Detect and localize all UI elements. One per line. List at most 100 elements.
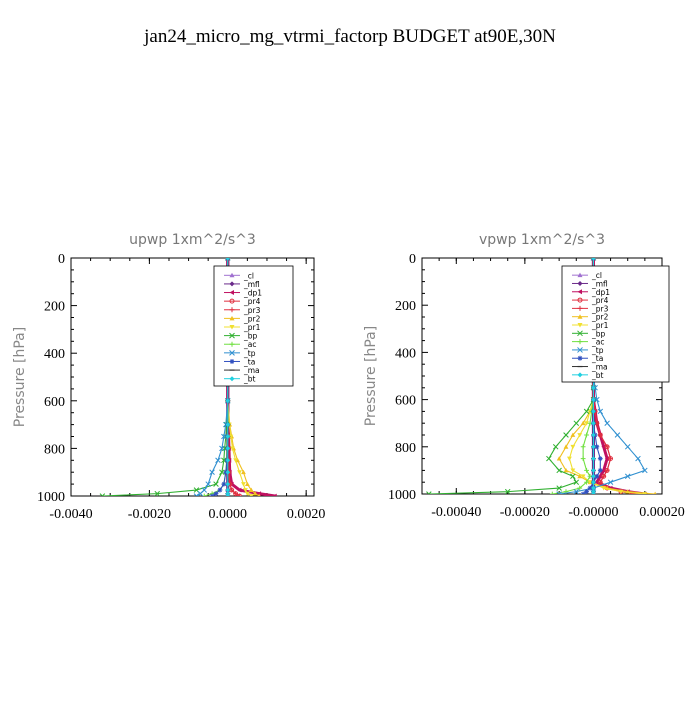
data-point (604, 420, 610, 426)
legend-label: _pr1 (243, 323, 261, 332)
data-point (580, 474, 586, 479)
data-point (597, 473, 603, 479)
y-tick-label: 1000 (388, 488, 416, 503)
data-point (642, 492, 648, 494)
data-point (552, 444, 559, 450)
data-point (219, 469, 225, 475)
data-point (601, 473, 607, 479)
data-point (570, 468, 576, 473)
data-point (272, 493, 277, 496)
data-point (573, 420, 580, 426)
data-point (591, 473, 596, 479)
data-point (591, 491, 596, 494)
legend-marker (577, 355, 583, 361)
x-tick-label: -0.0040 (49, 507, 92, 522)
data-point (225, 481, 231, 487)
y-tick-label: 600 (395, 394, 416, 409)
panel-title: vpwp 1xm^2/s^3 (479, 232, 605, 248)
data-point (225, 422, 231, 427)
x-tick-label: 0.00020 (639, 505, 685, 520)
data-point (584, 489, 589, 494)
data-point (241, 482, 246, 487)
legend-marker (229, 332, 235, 339)
legend-marker (229, 315, 235, 321)
data-point (563, 444, 569, 449)
data-point (225, 258, 231, 261)
data-point (604, 456, 610, 461)
y-tick-label: 800 (44, 442, 65, 457)
data-point (221, 433, 227, 440)
data-point (580, 420, 586, 426)
data-point (154, 490, 160, 496)
data-point (597, 479, 603, 485)
data-point (213, 481, 219, 487)
y-tick-label: 800 (395, 441, 416, 456)
data-point (197, 490, 204, 496)
legend-marker (577, 280, 583, 286)
legend-marker (577, 305, 583, 311)
panel-title: upwp 1xm^2/s^3 (129, 232, 256, 248)
data-point (577, 473, 583, 479)
legend-label: _ma (243, 366, 260, 375)
legend-label: _dp1 (591, 288, 610, 297)
data-point (594, 396, 600, 403)
data-point (426, 491, 432, 494)
legend-label: _bt (243, 375, 256, 384)
legend-marker (577, 339, 583, 345)
legend-marker (229, 349, 235, 356)
data-point (556, 485, 562, 491)
data-point (237, 487, 242, 493)
data-point (591, 432, 596, 438)
legend-label: _mfl (243, 280, 260, 289)
data-point (225, 469, 231, 475)
data-point (597, 408, 604, 415)
data-point (594, 479, 599, 485)
data-point (577, 433, 583, 438)
data-point (591, 485, 596, 491)
data-point (225, 487, 231, 493)
legend: _cl_mfl_dp1_pr4_pr3_pr2_pr1_bp_ac_tp_ta_… (561, 265, 670, 383)
legend-marker (229, 290, 234, 296)
legend-label: _pr4 (243, 297, 261, 306)
legend-marker (577, 272, 583, 278)
y-tick-label: 1000 (37, 490, 65, 505)
legend-label: _pr3 (591, 304, 609, 313)
legend-marker (577, 314, 583, 319)
legend-marker (229, 341, 235, 347)
data-point (219, 445, 225, 452)
data-point (580, 456, 586, 461)
data-point (225, 398, 231, 404)
data-point (601, 444, 606, 450)
y-tick-label: 400 (44, 347, 65, 362)
data-point (570, 444, 576, 450)
data-point (504, 488, 511, 494)
legend-marker (229, 307, 235, 313)
data-point (563, 468, 569, 473)
data-point (228, 434, 234, 439)
series-line-bp (102, 258, 229, 496)
data-point (573, 479, 580, 485)
data-point (252, 491, 258, 496)
data-point (570, 473, 576, 480)
legend-label: _pr1 (591, 321, 609, 330)
data-point (549, 491, 555, 494)
y-axis-label: Pressure [hPa] (363, 326, 379, 426)
data-point (591, 468, 596, 473)
data-point (213, 491, 219, 496)
chart-panel-2: vpwp 1xm^2/s^3 Pressure [hPa] 0 200 400 600 80… (363, 232, 685, 520)
data-point (591, 456, 596, 461)
legend-label: _cl (243, 271, 254, 280)
data-point (642, 467, 648, 474)
data-point (99, 493, 106, 496)
data-point (597, 468, 603, 473)
data-point (624, 473, 631, 480)
data-point (570, 432, 576, 437)
legend-marker (229, 298, 235, 304)
data-point (209, 493, 215, 496)
legend-label: _ac (591, 338, 604, 347)
data-point (225, 446, 231, 451)
data-point (591, 479, 596, 485)
data-point (591, 397, 596, 402)
data-point (233, 491, 239, 496)
